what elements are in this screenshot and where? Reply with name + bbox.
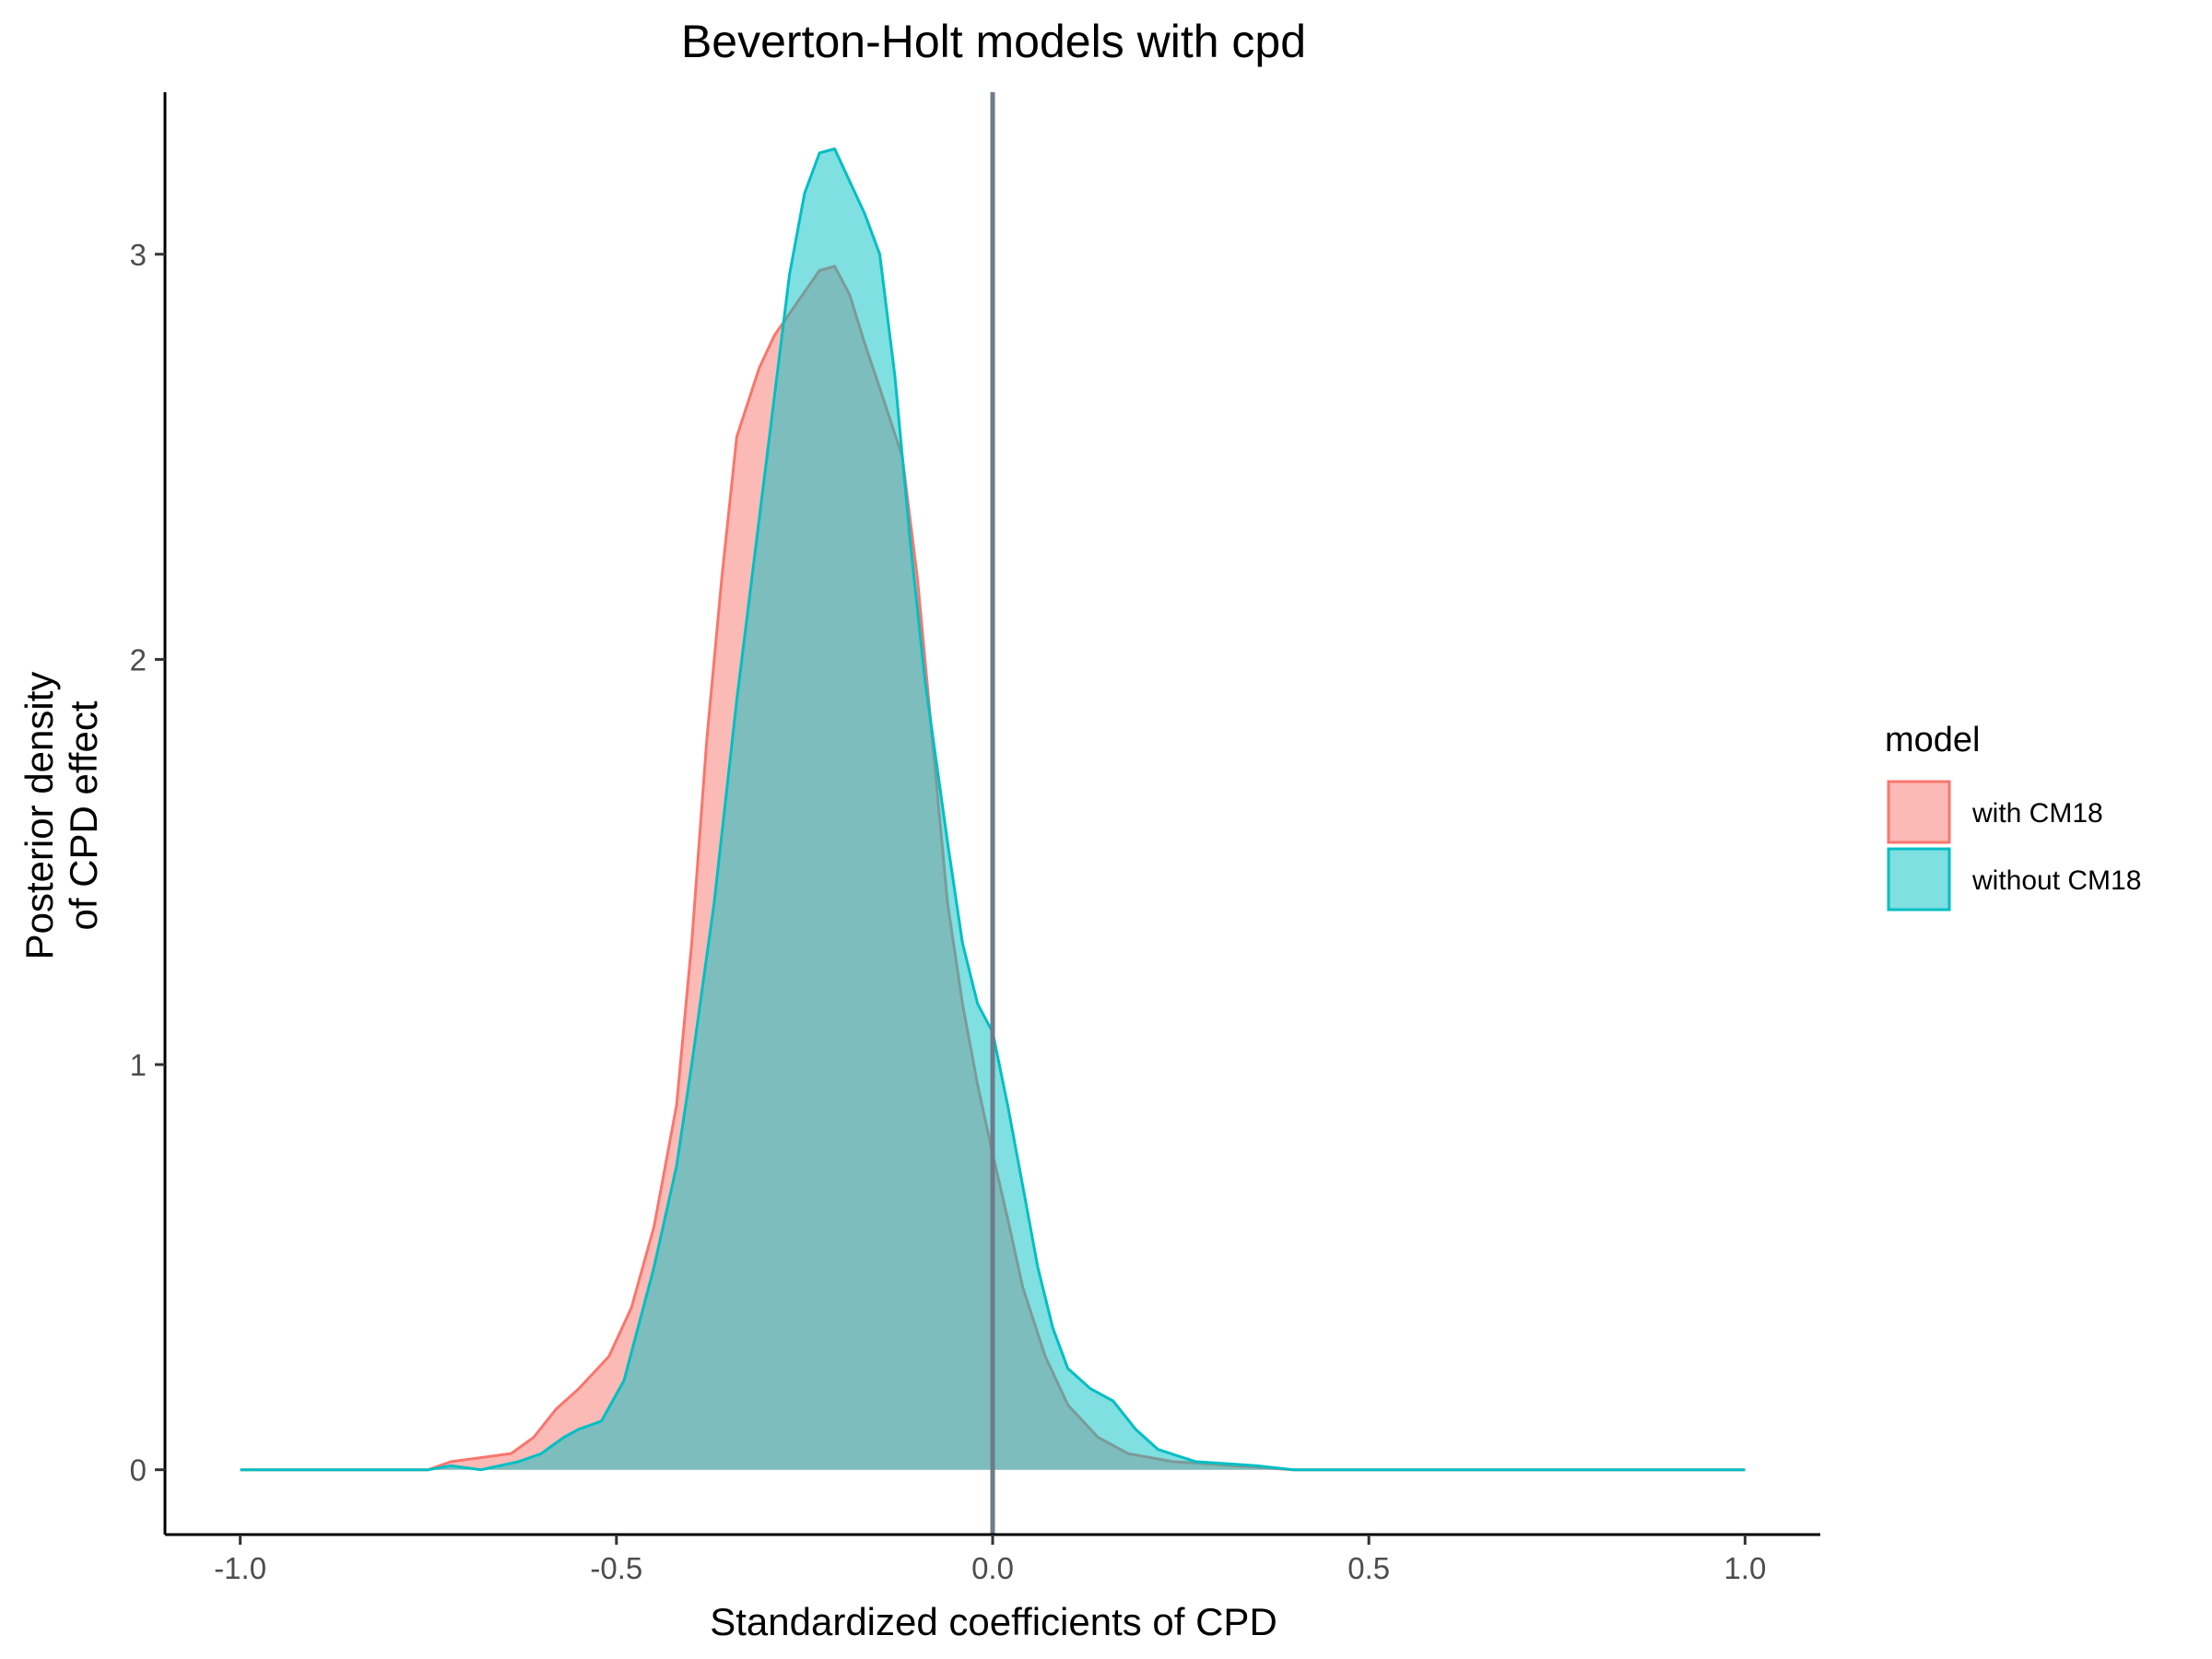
- legend: model with CM18 without CM18: [1885, 721, 2141, 912]
- y-tick-label: 0: [130, 1453, 147, 1488]
- legend-swatch-without-cm18: [1887, 847, 1951, 912]
- x-axis-ticks: -1.0 -0.5 0.0 0.5 1.0: [214, 1535, 1766, 1585]
- y-tick-label: 2: [130, 642, 147, 677]
- legend-label-with-cm18: with CM18: [1971, 798, 2103, 829]
- x-tick-label: -1.0: [214, 1551, 266, 1585]
- y-axis-title-line-1: Posterior density: [18, 672, 61, 960]
- x-tick-label: -0.5: [590, 1551, 642, 1585]
- legend-title: model: [1885, 721, 1981, 759]
- legend-label-without-cm18: without CM18: [1971, 865, 2141, 896]
- y-axis-title: Posterior density of CPD effect: [18, 672, 105, 960]
- y-tick-label: 3: [130, 238, 147, 272]
- legend-swatch-with-cm18: [1887, 780, 1951, 844]
- y-axis-title-line-2: of CPD effect: [62, 700, 105, 930]
- plot-area: [240, 92, 1746, 1535]
- x-axis-title: Standardized coefficients of CPD: [710, 1600, 1277, 1643]
- x-tick-label: 1.0: [1724, 1551, 1766, 1585]
- y-tick-label: 1: [130, 1048, 147, 1082]
- chart-title: Beverton-Holt models with cpd: [681, 16, 1306, 67]
- density-line-without-cm18: [240, 147, 1746, 1472]
- x-tick-label: 0.0: [971, 1551, 1014, 1585]
- y-axis-ticks: 0 1 2 3: [130, 238, 165, 1488]
- x-tick-label: 0.5: [1347, 1551, 1390, 1585]
